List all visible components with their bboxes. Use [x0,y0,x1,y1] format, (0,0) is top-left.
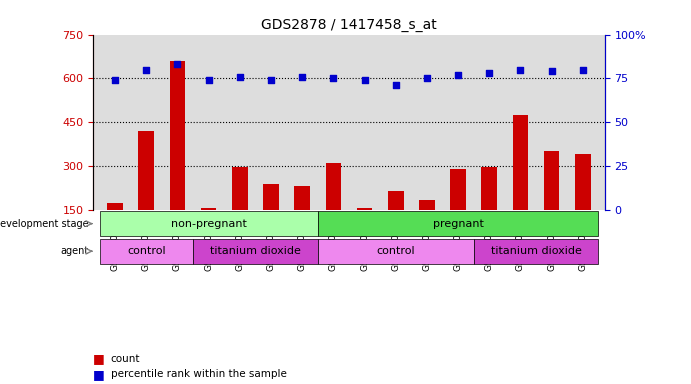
Point [141,66,152,73]
Bar [138,131,154,254]
Bar [513,115,528,254]
Bar [357,209,372,254]
Point [203,77,214,83]
Text: percentile rank within the sample: percentile rank within the sample [111,369,287,379]
FancyBboxPatch shape [100,239,193,263]
Text: development stage: development stage [0,218,88,228]
Bar [451,169,466,254]
Text: agent: agent [60,246,88,256]
Bar [263,184,278,254]
Point [484,70,495,76]
Point [110,77,121,83]
Text: ■: ■ [93,353,105,366]
Text: titanium dioxide: titanium dioxide [210,246,301,256]
Point [515,66,526,73]
Bar [201,209,216,254]
Bar [575,154,591,254]
Point [453,72,464,78]
Bar [544,151,560,254]
Point [172,61,183,68]
Text: control: control [127,246,166,256]
Point [546,68,557,74]
Text: non-pregnant: non-pregnant [171,218,247,228]
FancyBboxPatch shape [100,211,318,236]
Bar [419,200,435,254]
Bar [232,167,247,254]
FancyBboxPatch shape [473,239,598,263]
Bar [170,61,185,254]
Point [234,74,245,80]
Point [390,82,401,88]
Bar [482,167,497,254]
Title: GDS2878 / 1417458_s_at: GDS2878 / 1417458_s_at [261,18,437,32]
Text: titanium dioxide: titanium dioxide [491,246,581,256]
Bar [294,187,310,254]
FancyBboxPatch shape [318,211,598,236]
Text: control: control [377,246,415,256]
Point [359,77,370,83]
Text: pregnant: pregnant [433,218,484,228]
Text: ■: ■ [93,368,105,381]
Point [265,77,276,83]
Bar [107,203,123,254]
FancyBboxPatch shape [318,239,473,263]
Point [296,74,307,80]
FancyBboxPatch shape [193,239,318,263]
Text: count: count [111,354,140,364]
Point [422,75,433,81]
Bar [325,163,341,254]
Bar [388,191,404,254]
Point [577,66,588,73]
Point [328,75,339,81]
